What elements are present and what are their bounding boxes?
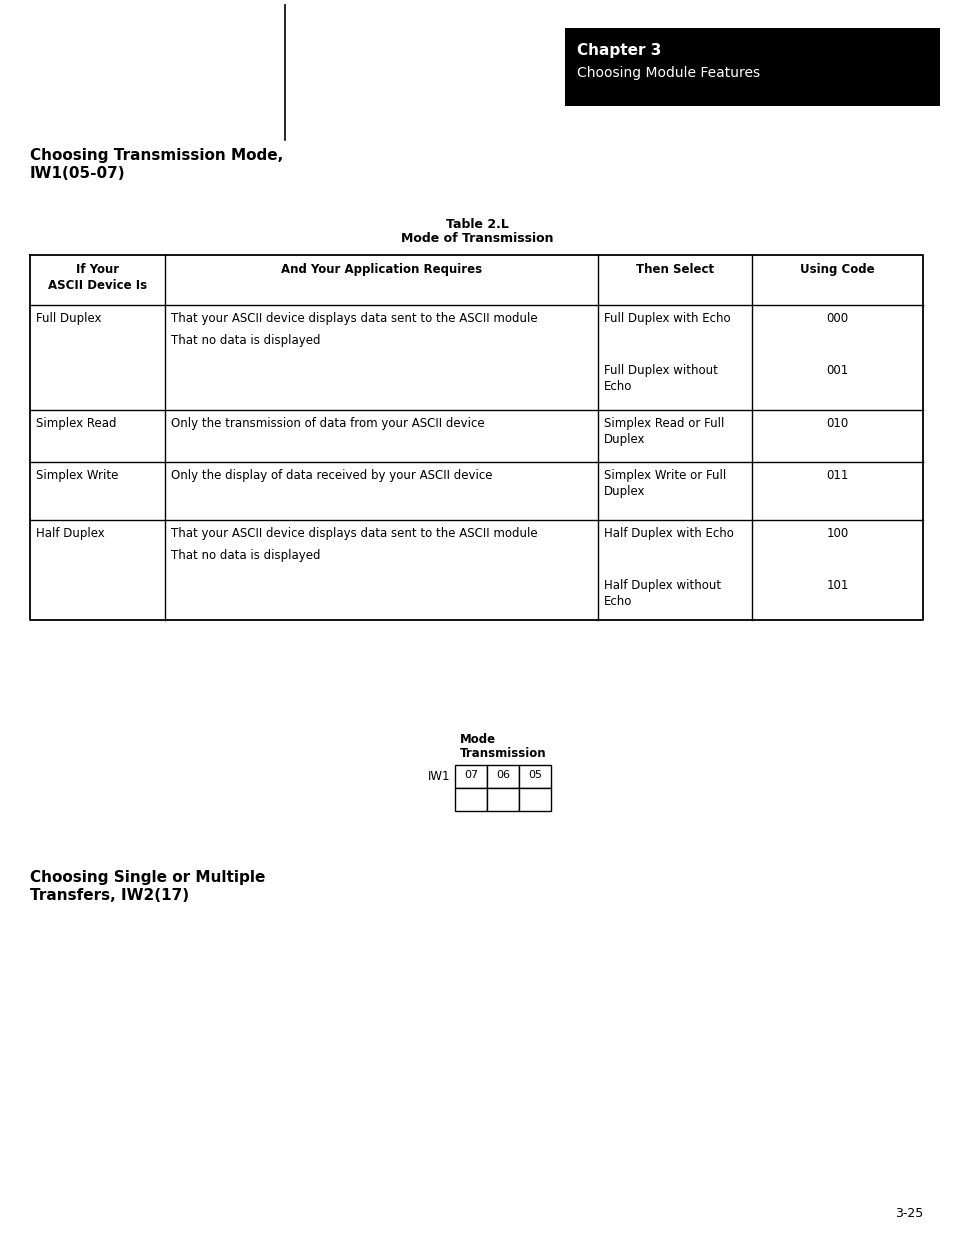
Bar [455,764,486,788]
Text: That your ASCII device displays data sent to the ASCII module: That your ASCII device displays data sen… [171,312,537,325]
Bar [486,788,518,811]
Text: That no data is displayed: That no data is displayed [171,333,320,347]
Text: Simplex Write or Full
Duplex: Simplex Write or Full Duplex [603,469,725,498]
Text: IW1: IW1 [427,769,450,783]
Text: 100: 100 [825,527,848,540]
Text: That your ASCII device displays data sent to the ASCII module: That your ASCII device displays data sen… [171,527,537,540]
Text: IW1(05-07): IW1(05-07) [30,165,126,182]
Text: 3-25: 3-25 [894,1207,923,1220]
Text: Table 2.L: Table 2.L [445,219,508,231]
Bar [518,764,551,788]
Text: 06: 06 [496,769,510,781]
Text: Full Duplex with Echo: Full Duplex with Echo [603,312,730,325]
Text: Half Duplex without
Echo: Half Duplex without Echo [603,579,720,608]
Text: Choosing Transmission Mode,: Choosing Transmission Mode, [30,148,283,163]
Text: Simplex Write: Simplex Write [36,469,118,482]
Text: Mode: Mode [459,734,496,746]
Text: Half Duplex: Half Duplex [36,527,105,540]
Text: Only the display of data received by your ASCII device: Only the display of data received by you… [171,469,492,482]
Text: Full Duplex: Full Duplex [36,312,101,325]
Text: That no data is displayed: That no data is displayed [171,550,320,562]
Text: Mode of Transmission: Mode of Transmission [400,232,553,245]
Text: Transmission: Transmission [459,747,546,760]
Text: Using Code: Using Code [800,263,874,275]
Text: Half Duplex with Echo: Half Duplex with Echo [603,527,733,540]
Text: Choosing Single or Multiple: Choosing Single or Multiple [30,869,265,885]
Bar [455,788,486,811]
Text: And Your Application Requires: And Your Application Requires [280,263,481,275]
Text: If Your
ASCII Device Is: If Your ASCII Device Is [48,263,147,291]
Text: Then Select: Then Select [636,263,713,275]
Bar [518,788,551,811]
Text: 05: 05 [527,769,541,781]
Text: Only the transmission of data from your ASCII device: Only the transmission of data from your … [171,417,484,430]
Bar [486,764,518,788]
Text: Chapter 3: Chapter 3 [577,43,660,58]
Text: 101: 101 [825,579,848,592]
Text: 07: 07 [463,769,477,781]
Text: Simplex Read: Simplex Read [36,417,116,430]
Text: 011: 011 [825,469,848,482]
Text: 000: 000 [825,312,847,325]
Bar [564,28,939,106]
Text: Simplex Read or Full
Duplex: Simplex Read or Full Duplex [603,417,723,446]
Text: 001: 001 [825,364,848,377]
Text: Full Duplex without
Echo: Full Duplex without Echo [603,364,717,393]
Text: Choosing Module Features: Choosing Module Features [577,65,760,80]
Text: 010: 010 [825,417,848,430]
Text: Transfers, IW2(17): Transfers, IW2(17) [30,888,189,903]
